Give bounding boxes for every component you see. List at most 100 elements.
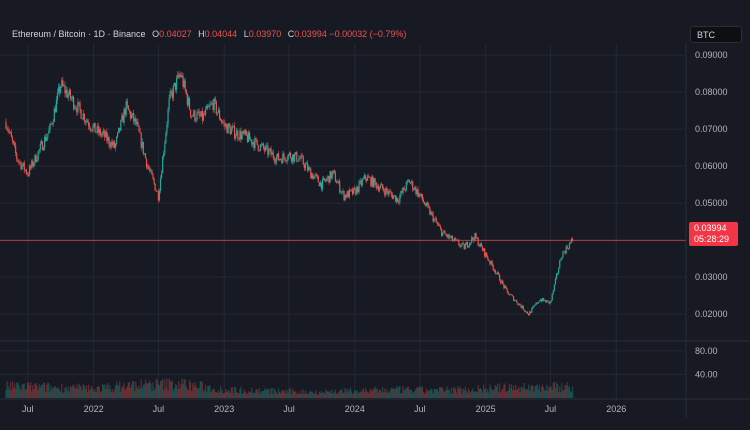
volume-bar [332,393,334,398]
volume-bar [79,385,81,398]
candle-body [135,118,137,125]
currency-badge[interactable]: BTC [690,26,742,43]
volume-bar [514,390,516,398]
candle-body [114,143,117,148]
candle-body [488,259,490,262]
volume-bar [261,390,264,398]
volume-bar [489,384,491,398]
candle-body [380,184,383,186]
volume-bar [155,378,157,398]
candle-body [561,257,563,260]
candle-body [174,82,177,90]
volume-bar [197,388,199,398]
volume-bar [206,391,208,398]
candle-body [524,310,526,312]
candle-body [546,300,548,303]
volume-bar [262,391,265,398]
candle-body [504,286,506,289]
volume-bar [40,385,43,398]
volume-bar [558,392,560,398]
time-tick-label: Jul [545,404,557,414]
candle-body [244,130,246,134]
candle-body [397,197,399,202]
volume-bar [227,390,229,398]
volume-bar [230,387,232,398]
volume-bar [521,387,523,398]
candle-body [431,212,433,214]
volume-bar [378,389,381,398]
candle-body [496,272,499,274]
volume-bar [55,388,58,398]
candle-body [386,188,388,192]
volume-bar [427,390,429,398]
candle-body [90,128,92,131]
volume-bar [299,393,301,398]
candle-body [280,159,282,160]
volume-bar [336,394,339,398]
candle-body [477,238,479,246]
candle-body [433,218,435,222]
volume-bar [470,392,472,398]
candle-body [341,191,343,193]
volume-bar [561,382,563,398]
candle-body [375,182,377,189]
volume-bar [458,389,460,398]
candle-body [39,143,41,150]
candle-body [321,179,324,190]
candle-body [545,300,547,303]
candle-body [334,172,337,182]
candle-body [326,178,328,181]
volume-bar [519,392,521,398]
volume-bar [535,386,537,398]
candle-body [346,191,348,198]
volume-bar [273,388,275,398]
volume-bar [52,387,54,398]
volume-bar [465,390,467,398]
candle-body [416,189,418,194]
candle-body [147,166,149,168]
volume-bar [326,390,328,398]
volume-bar [305,393,308,398]
candle-body [191,116,193,117]
candle-body [94,122,96,133]
candle-body [435,218,437,223]
candle-body [294,154,296,162]
candle-body [526,311,529,314]
candle-body [393,195,396,196]
candle-body [531,308,533,313]
volume-bar [143,384,146,398]
volume-bar [471,390,473,398]
volume-bar [88,384,90,398]
volume-bar [187,390,190,398]
candle-body [195,119,197,121]
candle-body [466,242,469,248]
volume-bar [486,392,488,398]
candle-body [182,75,184,87]
volume-bar [360,391,362,398]
candle-body [391,194,393,199]
time-tick-label: Jul [22,404,34,414]
volume-bar [431,389,433,398]
candle-body [220,118,222,121]
volume-bar [537,389,539,398]
volume-bar [310,391,312,398]
candle-body [541,298,544,302]
candle-body [467,246,470,248]
volume-bar [229,392,231,398]
candle-body [151,170,153,175]
volume-bar [515,385,517,398]
close-value: 0.03994 [294,29,327,39]
candle-body [74,107,76,109]
candle-body [144,153,147,159]
volume-bar [98,386,100,398]
volume-bar [157,383,159,398]
candle-body [318,182,320,187]
volume-bar [328,391,330,398]
candle-body [99,129,102,136]
candle-body [282,153,284,164]
volume-bar [64,387,66,398]
volume-bar [562,390,564,398]
candle-body [215,101,217,114]
candle-body [315,174,317,176]
